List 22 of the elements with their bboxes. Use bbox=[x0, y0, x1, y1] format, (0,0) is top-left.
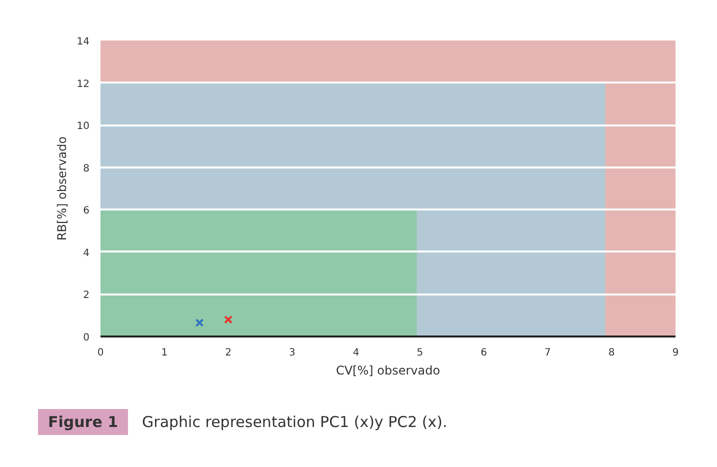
y-tick-label: 8 bbox=[83, 163, 90, 174]
y-tick-label: 10 bbox=[76, 121, 90, 132]
y-tick-label: 0 bbox=[83, 332, 90, 344]
x-tick-label: 3 bbox=[288, 348, 296, 358]
x-tick-label: 7 bbox=[544, 348, 551, 358]
x-tick-label: 8 bbox=[608, 348, 615, 358]
y-tick-label: 2 bbox=[83, 290, 90, 302]
x-tick-label: 5 bbox=[416, 348, 424, 358]
x-tick-label: 6 bbox=[480, 348, 488, 358]
x-tick-label: 9 bbox=[672, 348, 679, 358]
y-axis-title: RB[%] observado bbox=[54, 136, 69, 241]
text: Graphic representation PC1 (x)y PC2 (x). bbox=[142, 413, 448, 431]
x-tick-label: 4 bbox=[352, 348, 360, 358]
x-tick-label: 0 bbox=[97, 348, 104, 358]
y-tick-label: 6 bbox=[83, 206, 90, 217]
y-tick-label: 12 bbox=[76, 78, 90, 90]
y-tick-label: 4 bbox=[83, 248, 90, 259]
x-axis-title: CV[%] observado bbox=[336, 364, 440, 378]
y-tick-label: 14 bbox=[76, 36, 90, 48]
caption: Figure 1 bbox=[38, 409, 128, 435]
x-tick-label: 1 bbox=[161, 348, 168, 358]
x-tick-label: 2 bbox=[225, 348, 232, 358]
